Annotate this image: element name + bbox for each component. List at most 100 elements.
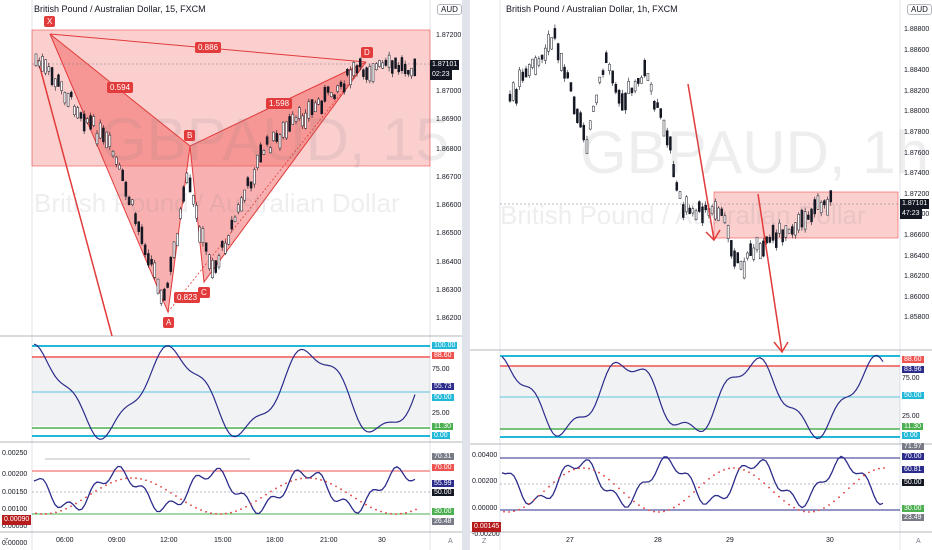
oscillator-dot (390, 512, 392, 515)
oscillator-dot (853, 482, 855, 485)
oscillator-dot (95, 490, 97, 492)
candle (823, 200, 826, 206)
candle (381, 62, 384, 69)
currency-button[interactable]: AUD (437, 4, 462, 15)
candle (63, 92, 67, 104)
right-rsi-line (501, 354, 884, 440)
oscillator-dot (180, 498, 182, 501)
oscillator-dot (245, 505, 247, 508)
candle (256, 154, 259, 168)
candle (726, 225, 730, 239)
oscillator-dot (628, 496, 630, 499)
price-axis-label: 1.88600 (904, 46, 930, 54)
oscillator-dot (838, 496, 840, 499)
left-rsi-line (33, 343, 416, 441)
candle (413, 58, 417, 76)
candle (633, 81, 637, 92)
candle (217, 255, 221, 268)
oscillator-dot (405, 511, 407, 514)
oscillator-dot (618, 487, 620, 490)
oscillator-dot (573, 468, 575, 471)
candle (179, 208, 182, 219)
oscillator-dot (250, 503, 252, 505)
time-label: 28 (654, 537, 662, 544)
oscillator-dot (275, 487, 277, 490)
candle (198, 226, 201, 243)
auto-scale-button[interactable]: A (916, 538, 921, 545)
time-label: 15:00 (214, 537, 232, 544)
oscillator-dot (863, 474, 865, 477)
left-chart-canvas[interactable] (0, 0, 462, 550)
right-chart-canvas[interactable] (470, 0, 932, 550)
chart-title[interactable]: British Pound / Australian Dollar, 1h, F… (506, 4, 678, 14)
currency-button[interactable]: AUD (907, 4, 932, 15)
candle (362, 69, 365, 77)
candle (797, 214, 800, 231)
time-label: 09:00 (108, 537, 126, 544)
candle (326, 86, 330, 93)
candle (182, 186, 185, 202)
candle (214, 260, 218, 273)
chart-title[interactable]: British Pound / Australian Dollar, 15, F… (34, 4, 206, 14)
time-label: 29 (726, 537, 734, 544)
candle (297, 107, 301, 119)
oscillator-value-tag: 0.00090 (2, 515, 32, 525)
candle (208, 254, 211, 269)
oscillator-dot (748, 471, 750, 474)
oscillator-dot (833, 500, 835, 503)
rsi-axis-label: 11.30 (902, 423, 923, 430)
price-axis-label: 1.88200 (904, 87, 930, 95)
candle (368, 66, 372, 82)
oscillator-dot (300, 477, 302, 480)
candle (775, 232, 778, 248)
candle (739, 260, 743, 270)
left-chart-pane[interactable]: British Pound / Australian Dollar, 15, F… (0, 0, 462, 550)
oscillator-dot (538, 494, 540, 497)
oscillator-dot (683, 499, 685, 502)
candle (211, 260, 214, 279)
ratio-xab: 0.594 (107, 82, 134, 93)
oscillator-dot (733, 467, 735, 469)
candle (604, 52, 608, 64)
candle (794, 222, 797, 236)
oscillator-dot (698, 486, 700, 489)
candle (41, 56, 44, 72)
left-candles (34, 51, 417, 307)
oscillator-dot (190, 504, 192, 507)
oscillator-dot (658, 511, 660, 513)
zoom-button[interactable]: Z (482, 538, 487, 545)
oscillator-dot (693, 491, 695, 493)
oscillator-dot (205, 510, 207, 513)
oscillator-dot (185, 501, 187, 504)
auto-scale-button[interactable]: A (448, 538, 453, 545)
price-axis-label: 1.86900 (436, 116, 462, 123)
oscillator-dot (773, 491, 775, 494)
candle (656, 102, 659, 108)
oscillator-dot (170, 491, 172, 494)
candle (86, 118, 89, 124)
right-chart-pane[interactable]: British Pound / Australian Dollar, 1h, F… (470, 0, 932, 550)
pane-divider[interactable] (462, 0, 470, 550)
candle (346, 68, 349, 76)
candle (531, 58, 534, 68)
oscillator-dot (85, 496, 87, 499)
price-axis-label: 1.86600 (436, 202, 462, 209)
oscillator-dot (878, 467, 880, 470)
candle (391, 60, 394, 74)
candle (592, 105, 595, 112)
price-axis-label: 1.86800 (436, 146, 462, 153)
oscillator-dot (548, 485, 550, 488)
oscillator-dot (778, 495, 780, 498)
oscillator-dot (793, 506, 795, 509)
candle (159, 289, 163, 304)
oscillator-dot (823, 507, 825, 509)
zoom-button[interactable]: Z (4, 538, 9, 545)
oscillator-dot (783, 499, 785, 502)
oscillator-axis-label: 0.00000 (2, 540, 28, 547)
oscillator-dot (70, 505, 72, 508)
candle (342, 83, 346, 93)
candle (403, 63, 407, 74)
time-label: 30 (826, 537, 834, 544)
candle (813, 199, 817, 215)
oscillator-dot (768, 486, 770, 489)
